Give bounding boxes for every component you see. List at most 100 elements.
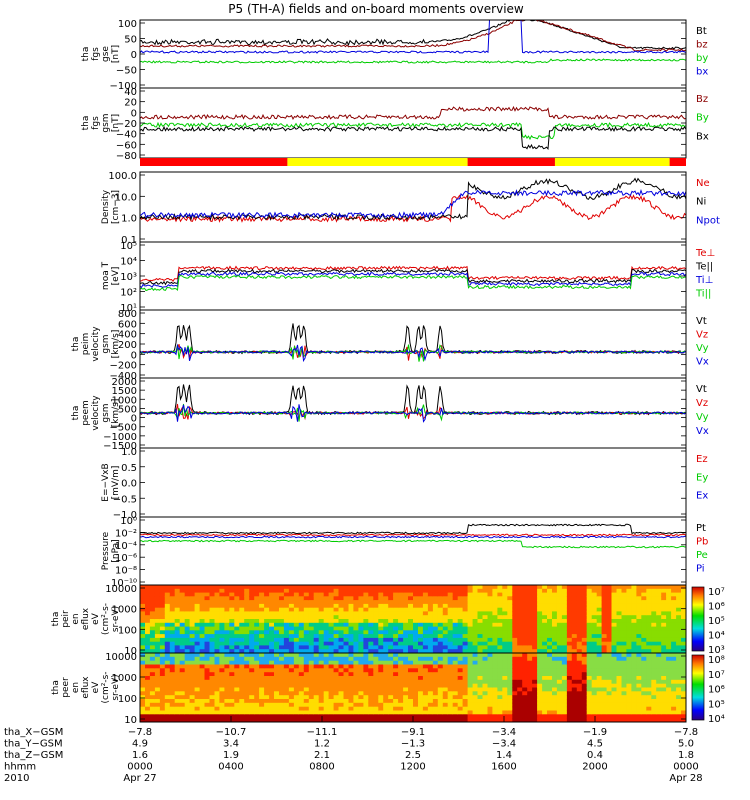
- spectrogram-cell: [184, 585, 191, 590]
- spectrogram-cell: [199, 630, 206, 635]
- spectrogram-cell: [681, 634, 686, 639]
- spectrogram-cell: [398, 626, 404, 631]
- spectrogram-cell: [547, 634, 553, 639]
- spectrogram-cell: [547, 664, 553, 669]
- spectrogram-cell: [502, 600, 508, 605]
- spectrogram-cell: [561, 676, 568, 681]
- spectrogram-cell: [353, 679, 359, 685]
- spectrogram-cell: [189, 702, 196, 708]
- spectrogram-cell: [556, 668, 563, 673]
- spectrogram-cell: [338, 622, 345, 628]
- spectrogram-cell: [239, 588, 245, 594]
- spectrogram-cell: [571, 691, 578, 696]
- spectrogram-cell: [363, 630, 369, 635]
- spectrogram-cell: [408, 603, 414, 609]
- spectrogram-cell: [328, 592, 335, 597]
- spectrogram-cell: [482, 596, 489, 601]
- spectrogram-cell: [606, 622, 613, 628]
- y-tick-label: 800: [118, 309, 137, 320]
- spectrogram-cell: [179, 710, 186, 715]
- spectrogram-cell: [239, 710, 245, 715]
- spectrogram-cell: [472, 626, 479, 631]
- spectrogram-cell: [368, 645, 374, 650]
- spectrogram-cell: [626, 611, 632, 616]
- spectrogram-cell: [244, 668, 250, 673]
- spectrogram-cell: [353, 637, 359, 643]
- spectrogram-cell: [398, 706, 404, 712]
- spectrogram-cell: [249, 645, 255, 650]
- spectrogram-cell: [651, 695, 657, 700]
- spectrogram-cell: [328, 637, 335, 643]
- spectrogram-cell: [288, 645, 295, 650]
- spectrogram-cell: [323, 611, 330, 616]
- spectrogram-cell: [219, 714, 225, 719]
- spectrogram-cell: [591, 588, 598, 594]
- spectrogram-cell: [259, 664, 265, 669]
- spectrogram-cell: [457, 634, 464, 639]
- spectrogram-cell: [681, 619, 686, 624]
- spectrogram-cell: [229, 615, 235, 620]
- spectrogram-cell: [363, 622, 369, 628]
- spectrogram-cell: [477, 603, 484, 609]
- spectrogram-cell: [422, 672, 429, 677]
- spectrogram-cell: [169, 615, 176, 620]
- spectrogram-cell: [313, 615, 320, 620]
- spectrogram-cell: [239, 668, 245, 673]
- y-axis-label: tha: [71, 406, 81, 421]
- spectrogram-cell: [507, 592, 513, 597]
- spectrogram-cell: [209, 668, 216, 673]
- spectrogram-cell: [269, 619, 275, 624]
- spectrogram-cell: [413, 672, 419, 677]
- spectrogram-cell: [313, 714, 320, 719]
- spectrogram-cell: [527, 664, 533, 669]
- spectrogram-cell: [393, 683, 399, 689]
- spectrogram-cell: [274, 596, 280, 601]
- spectrogram-cell: [447, 691, 454, 696]
- spectrogram-cell: [184, 710, 191, 715]
- spectrogram-cell: [676, 664, 682, 669]
- spectrogram-cell: [566, 588, 573, 594]
- spectrogram-cell: [472, 585, 479, 590]
- spectrogram-cell: [393, 596, 399, 601]
- spectrogram-cell: [303, 645, 310, 650]
- spectrogram-cell: [408, 637, 414, 643]
- spectrogram-cell: [189, 619, 196, 624]
- spectrogram-cell: [184, 641, 191, 647]
- spectrogram-cell: [293, 660, 300, 666]
- spectrogram-cell: [363, 626, 369, 631]
- spectrogram-cell: [676, 596, 682, 601]
- spectrogram-cell: [532, 672, 538, 677]
- spectrogram-cell: [556, 626, 563, 631]
- spectrogram-cell: [209, 622, 216, 628]
- spectrogram-cell: [363, 718, 369, 722]
- spectrogram-cell: [149, 641, 156, 647]
- spectrogram-cell: [601, 710, 608, 715]
- spectrogram-cell: [552, 660, 558, 666]
- spectrogram-cell: [626, 649, 632, 653]
- spectrogram-cell: [293, 641, 300, 647]
- spectrogram-cell: [239, 622, 245, 628]
- spectrogram-cell: [204, 603, 211, 609]
- spectrogram-cell: [651, 645, 657, 650]
- spectrogram-cell: [586, 603, 593, 609]
- spectrogram-cell: [169, 679, 176, 685]
- spectrogram-cell: [542, 588, 548, 594]
- spectrogram-cell: [328, 710, 335, 715]
- spectrogram-cell: [432, 664, 439, 669]
- spectrogram-cell: [308, 710, 315, 715]
- spectrogram-cell: [224, 691, 230, 696]
- spectrogram-cell: [626, 695, 632, 700]
- spectrogram-cell: [576, 679, 583, 685]
- spectrogram-cell: [378, 699, 384, 704]
- spectrogram-cell: [591, 706, 598, 712]
- spectrogram-cell: [447, 615, 454, 620]
- spectrogram-cell: [611, 634, 618, 639]
- spectrogram-cell: [676, 702, 682, 708]
- spectrogram-cell: [214, 588, 221, 594]
- spectrogram-cell: [413, 695, 419, 700]
- spectrogram-cell: [154, 645, 161, 650]
- panel-frame: [139, 171, 687, 243]
- spectrogram-cell: [204, 615, 211, 620]
- y-tick-label: 20: [124, 98, 137, 109]
- spectrogram-cell: [214, 630, 221, 635]
